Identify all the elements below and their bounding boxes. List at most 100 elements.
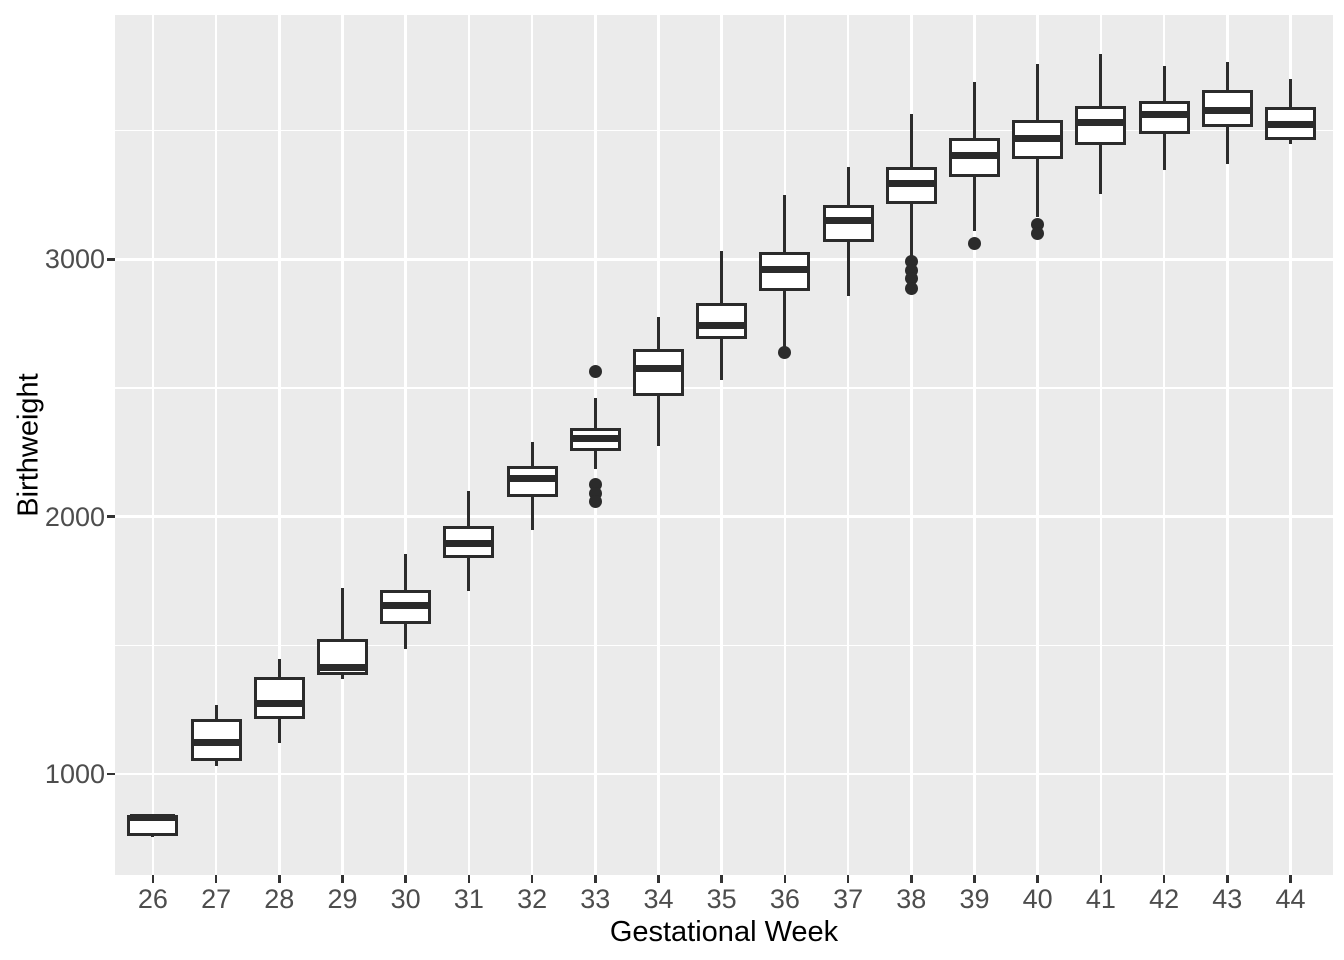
median-line-week-42: [1141, 111, 1187, 119]
x-tick-label: 37: [833, 884, 864, 914]
x-tick-mark: [1226, 875, 1229, 883]
x-gridline-major: [1289, 15, 1292, 875]
x-tick-mark: [973, 875, 976, 883]
median-line-week-26: [130, 814, 176, 822]
whisker-upper-week-35: [720, 250, 724, 303]
x-gridline-major: [783, 15, 787, 875]
whisker-upper-week-42: [1162, 65, 1166, 101]
whisker-upper-week-38: [909, 114, 913, 167]
x-tick-label: 42: [1149, 884, 1180, 914]
y-tick-mark: [107, 258, 115, 261]
boxplot-week-34: [633, 349, 684, 396]
whisker-lower-week-31: [467, 558, 471, 592]
whisker-upper-week-27: [214, 705, 218, 720]
x-tick-label: 41: [1085, 884, 1116, 914]
plot-panel: [115, 15, 1333, 875]
whisker-lower-week-44: [1289, 139, 1292, 145]
whisker-upper-week-36: [783, 194, 787, 252]
x-tick-label: 39: [959, 884, 990, 914]
y-gridline-major: [115, 515, 1333, 518]
y-gridline-minor: [115, 387, 1333, 389]
y-tick-label: 1000: [44, 758, 105, 789]
x-tick-label: 40: [1022, 884, 1053, 914]
median-line-week-28: [256, 699, 302, 707]
x-gridline-major: [973, 15, 976, 875]
median-line-week-37: [825, 217, 871, 225]
x-axis-title: Gestational Week: [609, 916, 839, 948]
median-line-week-31: [446, 539, 492, 547]
x-tick-mark: [720, 875, 723, 883]
whisker-lower-week-37: [846, 241, 850, 296]
x-gridline-major: [404, 15, 407, 875]
y-tick-mark: [107, 772, 115, 776]
y-tick-label: 2000: [44, 501, 105, 532]
whisker-lower-week-35: [720, 339, 724, 380]
x-gridline-major: [214, 15, 218, 875]
x-tick-mark: [341, 875, 344, 883]
whisker-lower-week-41: [1099, 144, 1103, 194]
y-gridline-minor: [115, 130, 1333, 132]
y-gridline-minor: [115, 644, 1333, 646]
outlier-point-week-33: [588, 494, 602, 508]
whisker-lower-week-33: [593, 450, 597, 470]
x-tick-mark: [214, 875, 218, 883]
whisker-lower-week-28: [277, 718, 281, 744]
x-tick-mark: [1036, 875, 1039, 883]
whisker-upper-week-29: [341, 588, 344, 640]
whisker-upper-week-34: [657, 316, 660, 350]
whisker-lower-week-39: [973, 177, 976, 231]
whisker-upper-week-40: [1036, 63, 1040, 121]
median-line-week-38: [888, 179, 934, 187]
outlier-point-week-38: [904, 281, 918, 295]
whisker-upper-week-43: [1225, 61, 1229, 90]
x-tick-label: 28: [264, 884, 295, 914]
median-line-week-34: [636, 364, 681, 372]
whisker-upper-week-28: [277, 658, 281, 678]
x-tick-label: 33: [580, 884, 611, 914]
x-tick-label: 43: [1212, 884, 1243, 914]
whisker-lower-week-36: [783, 290, 787, 349]
x-gridline-major: [720, 15, 723, 875]
y-gridline-major: [115, 258, 1333, 261]
whisker-lower-week-27: [214, 760, 218, 766]
boxplot-week-28: [253, 677, 305, 719]
outlier-point-week-40: [1031, 226, 1045, 240]
median-line-week-35: [699, 322, 745, 329]
median-line-week-39: [952, 151, 997, 159]
x-gridline-major: [1036, 15, 1039, 875]
x-gridline-major: [467, 15, 471, 875]
x-tick-label: 36: [769, 884, 800, 914]
whisker-upper-week-44: [1289, 79, 1292, 107]
x-gridline-major: [910, 15, 913, 875]
x-tick-mark: [467, 875, 471, 883]
x-tick-label: 34: [643, 884, 674, 914]
x-tick-label: 27: [201, 884, 232, 914]
whisker-lower-week-29: [341, 674, 344, 680]
x-gridline-major: [151, 15, 155, 875]
whisker-upper-week-32: [530, 441, 534, 466]
x-tick-label: 31: [453, 884, 484, 914]
x-tick-mark: [404, 875, 407, 883]
x-tick-mark: [783, 875, 787, 883]
whisker-lower-week-40: [1036, 159, 1040, 217]
y-axis-title: Birthweight: [12, 373, 45, 517]
x-tick-label: 30: [390, 884, 421, 914]
whisker-lower-week-30: [404, 623, 408, 650]
x-tick-label: 32: [517, 884, 548, 914]
whisker-lower-week-42: [1162, 133, 1166, 170]
outlier-point-week-39: [968, 236, 981, 250]
median-line-week-27: [193, 739, 239, 746]
median-line-week-29: [320, 663, 365, 671]
whisker-lower-week-34: [657, 395, 660, 446]
whisker-lower-week-32: [530, 497, 534, 530]
x-gridline-major: [1099, 15, 1103, 875]
whisker-upper-week-33: [593, 398, 597, 429]
x-tick-mark: [1162, 875, 1166, 883]
x-tick-mark: [278, 875, 281, 883]
boxplot-week-35: [696, 302, 748, 340]
x-tick-label: 38: [896, 884, 927, 914]
whisker-upper-week-37: [846, 167, 850, 205]
x-tick-mark: [846, 875, 850, 883]
y-tick-label: 3000: [44, 244, 105, 275]
